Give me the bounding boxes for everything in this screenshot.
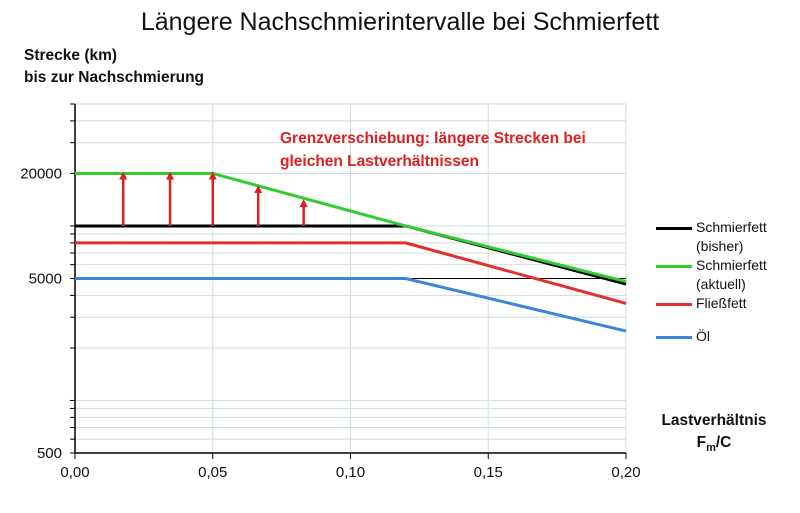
legend-item: Öl [656, 327, 767, 346]
chart-legend: Schmierfett (bisher) Schmierfett (aktuell) F… [656, 218, 767, 346]
y-tick-label: 20000 [20, 165, 62, 182]
x-tick-label: 0,20 [611, 464, 640, 481]
x-tick-label: 0,10 [336, 464, 365, 481]
x-axis-label-symbol: F [696, 434, 707, 451]
x-tick-label: 0,15 [474, 464, 503, 481]
legend-label: Fließfett [696, 295, 747, 311]
y-axis-label: Strecke (km) bis zur Nachschmierung [24, 45, 204, 89]
y-axis-label-line2: bis zur Nachschmierung [24, 69, 205, 86]
series-line-3 [75, 277, 627, 333]
x-tick-label: 0,00 [60, 464, 89, 481]
legend-item: Schmierfett (bisher) [656, 218, 767, 256]
legend-label: Öl [696, 328, 710, 344]
x-axis-label-line1: Lastverhältnis [661, 412, 767, 429]
legend-swatch [656, 265, 692, 268]
x-tick-label: 0,05 [198, 464, 227, 481]
legend-item: Schmierfett (aktuell) [656, 256, 767, 294]
legend-swatch [656, 303, 692, 306]
series-line-1 [75, 171, 627, 284]
legend-label-line2: (bisher) [696, 238, 744, 254]
chart-title: Längere Nachschmierintervalle bei Schmie… [140, 8, 660, 36]
x-axis-label-subscript: m [706, 442, 716, 455]
legend-swatch [656, 227, 692, 230]
x-axis-label-line2: Fm/C [630, 432, 798, 459]
legend-label-line2: (aktuell) [696, 276, 746, 292]
x-axis-label: Lastverhältnis Fm/C [630, 410, 798, 459]
y-tick-label: 500 [37, 445, 62, 462]
y-tick-label: 5000 [29, 271, 62, 288]
legend-label: Schmierfett [696, 219, 767, 235]
series-line-2 [75, 241, 627, 305]
legend-swatch [656, 336, 692, 339]
legend-item: Fließfett [656, 294, 767, 313]
annotation-line1: Grenzverschiebung: längere Strecken bei [280, 130, 586, 147]
annotation-line2: gleichen Lastverhältnissen [280, 153, 479, 170]
x-axis-label-tail: /C [715, 434, 732, 451]
legend-label: Schmierfett [696, 257, 767, 273]
y-axis-label-line1: Strecke (km) [24, 47, 118, 64]
